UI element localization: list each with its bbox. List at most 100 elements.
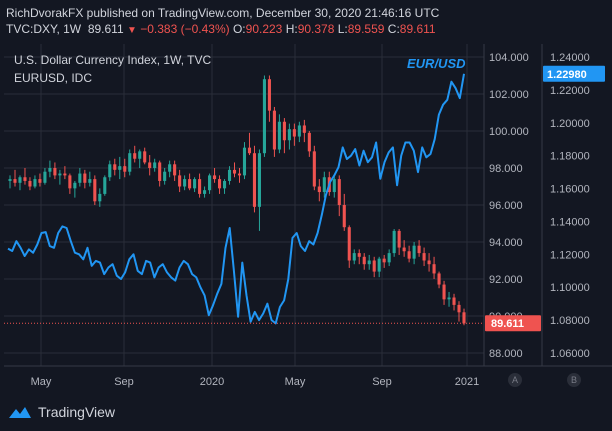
candle-body <box>272 110 276 150</box>
candle-body <box>297 125 301 137</box>
candle-body <box>53 168 57 176</box>
left-axis-tick: 88.000 <box>489 348 523 360</box>
candle-body <box>18 177 22 183</box>
candle-body <box>372 260 376 272</box>
candle-body <box>232 169 237 174</box>
candle-body <box>257 153 261 207</box>
candle-body <box>427 260 431 265</box>
candle-body <box>362 256 366 265</box>
axes: MaySep2020MaySep202188.00090.00092.00094… <box>4 44 612 388</box>
candle-body <box>322 177 326 193</box>
candle-body <box>432 264 436 274</box>
grid-lines <box>4 44 484 366</box>
candle-body <box>312 151 316 187</box>
tradingview-logo-icon <box>9 407 31 418</box>
tradingview-footer[interactable]: TradingView <box>8 404 115 420</box>
candle-body <box>103 177 107 194</box>
brand-label: TradingView <box>38 404 116 420</box>
legend-main: U.S. Dollar Currency Index, 1W, TVC <box>14 53 212 67</box>
candle-body <box>113 164 117 170</box>
candle-body <box>307 132 311 152</box>
low-label: L: <box>337 22 348 36</box>
candle-body <box>43 171 47 183</box>
candle-body <box>247 147 252 154</box>
candle-body <box>352 253 356 261</box>
candle-body <box>153 162 157 168</box>
last-price: 89.611 <box>87 22 124 36</box>
candle-body <box>203 190 207 194</box>
candle-body <box>173 164 177 176</box>
x-tick-label: 2021 <box>455 376 479 388</box>
candle-body <box>33 179 37 187</box>
candle-body <box>108 164 112 178</box>
candle-body <box>78 173 82 183</box>
candle-body <box>208 175 212 191</box>
candle-body <box>262 79 266 154</box>
candle-body <box>347 227 351 261</box>
right-axis-tick: 1.10000 <box>550 282 590 294</box>
candle-body <box>28 180 32 187</box>
candle-body <box>193 179 197 189</box>
candle-body <box>397 230 401 248</box>
candle-body <box>23 177 27 181</box>
candle-body <box>183 179 187 187</box>
symbol: TVC:DXY, 1W <box>6 22 82 36</box>
candle-body <box>252 153 257 207</box>
right-axis-tick: 1.12000 <box>550 249 590 261</box>
candle-body <box>337 179 341 205</box>
scale-button-b[interactable]: B <box>567 373 581 387</box>
candle-body <box>138 151 142 159</box>
left-axis-tick: 102.000 <box>489 89 529 101</box>
candle-body <box>292 129 296 137</box>
candle-body <box>213 175 217 180</box>
price-change: −0.383 (−0.43%) <box>140 22 230 36</box>
candle-body <box>377 258 381 272</box>
candle-body <box>287 129 291 141</box>
eurusd-price-tag <box>543 65 605 82</box>
candle-body <box>412 245 416 259</box>
eurusd-price-tag-text: 1.22980 <box>547 69 587 81</box>
candle-body <box>302 125 306 133</box>
candle-body <box>8 179 12 181</box>
candle-body <box>68 175 72 189</box>
candle-body <box>158 162 162 181</box>
candle-body <box>123 166 127 172</box>
candle-body <box>442 284 446 300</box>
low-value: 89.559 <box>347 22 385 36</box>
candle-body <box>13 179 17 183</box>
candle-body <box>462 312 466 324</box>
right-axis-tick: 1.20000 <box>550 118 590 130</box>
close-label: C: <box>387 22 400 36</box>
candle-body <box>367 260 371 265</box>
legend-secondary: EURUSD, IDC <box>14 71 92 85</box>
left-axis-tick: 92.000 <box>489 274 523 286</box>
candle-body <box>282 121 286 141</box>
eurusd-annotation: EUR/USD <box>407 56 466 71</box>
candle-body <box>63 173 67 176</box>
candle-body <box>178 175 182 187</box>
down-triangle-icon: ▼ <box>126 25 137 36</box>
left-axis-tick: 98.000 <box>489 163 523 175</box>
x-tick-label: May <box>285 376 306 388</box>
candle-body <box>387 253 391 263</box>
high-value: 90.378 <box>297 22 335 36</box>
open-value: 90.223 <box>245 22 283 36</box>
candle-body <box>58 173 62 176</box>
candle-body <box>357 253 361 257</box>
eurusd-line-group <box>7 73 465 325</box>
candle-body <box>168 164 172 172</box>
candle-body <box>148 162 152 168</box>
dxy-candles <box>8 75 466 326</box>
right-axis-tick: 1.24000 <box>550 52 590 64</box>
eurusd-line <box>7 73 465 325</box>
candle-body <box>382 258 386 263</box>
x-tick-label: Sep <box>114 376 134 388</box>
candle-body <box>188 179 192 189</box>
right-axis-tick: 1.14000 <box>550 216 590 228</box>
left-axis-tick: 104.000 <box>489 52 529 64</box>
candle-body <box>83 173 87 183</box>
candle-body <box>332 179 336 193</box>
candle-body <box>407 251 411 259</box>
scale-button-a[interactable]: A <box>508 373 522 387</box>
